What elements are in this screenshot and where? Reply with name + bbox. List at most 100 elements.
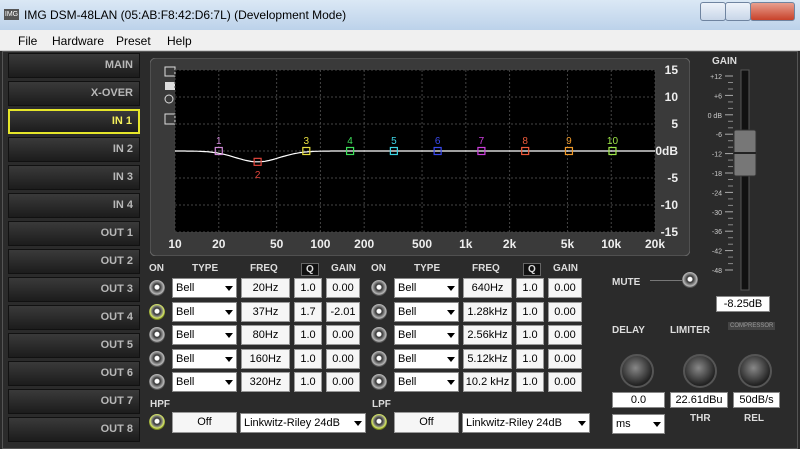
type-dropdown[interactable]: Bell xyxy=(394,349,459,369)
filter-state[interactable]: Off xyxy=(394,412,459,433)
eq-field[interactable]: 1.0 xyxy=(294,278,322,298)
nav-button[interactable]: OUT 7 xyxy=(8,389,140,414)
eq-field[interactable]: 0.00 xyxy=(326,325,360,345)
nav-button[interactable]: IN 2 xyxy=(8,137,140,162)
table-header: TYPE xyxy=(414,263,440,274)
on-button[interactable] xyxy=(371,280,387,296)
eq-field[interactable]: 1.7 xyxy=(294,302,322,322)
eq-field[interactable]: 1.0 xyxy=(516,349,544,369)
filter-state[interactable]: Off xyxy=(172,412,237,433)
eq-field[interactable]: 37Hz xyxy=(241,302,290,322)
nav-button[interactable]: X-OVER xyxy=(8,81,140,106)
release-value[interactable]: 50dB/s xyxy=(733,392,780,408)
on-button[interactable] xyxy=(371,351,387,367)
eq-field[interactable]: 1.28kHz xyxy=(463,302,512,322)
filter-type-dropdown[interactable]: Linkwitz-Riley 24dB xyxy=(240,413,366,433)
mute-button[interactable] xyxy=(682,272,698,288)
eq-field[interactable]: 20Hz xyxy=(241,278,290,298)
eq-field[interactable]: 1.0 xyxy=(294,325,322,345)
eq-field[interactable]: 640Hz xyxy=(463,278,512,298)
type-dropdown[interactable]: Bell xyxy=(394,302,459,322)
eq-field[interactable]: 0.00 xyxy=(548,349,582,369)
delay-value[interactable]: 0.0 xyxy=(612,392,665,408)
eq-field[interactable]: 10.2 kHz xyxy=(463,372,512,392)
filter-type-dropdown[interactable]: Linkwitz-Riley 24dB xyxy=(462,413,590,433)
type-dropdown[interactable]: Bell xyxy=(394,278,459,298)
minimize-button[interactable] xyxy=(700,2,726,21)
on-button[interactable] xyxy=(149,351,165,367)
eq-field[interactable]: 0.00 xyxy=(326,372,360,392)
nav-button[interactable]: IN 4 xyxy=(8,193,140,218)
eq-field[interactable]: 0.00 xyxy=(326,349,360,369)
close-button[interactable] xyxy=(750,2,795,21)
filter-on-button[interactable] xyxy=(371,414,387,430)
eq-field[interactable]: 0.00 xyxy=(548,372,582,392)
eq-field[interactable]: 1.0 xyxy=(516,372,544,392)
nav-button[interactable]: IN 3 xyxy=(8,165,140,190)
table-header: Q xyxy=(523,263,541,276)
type-dropdown[interactable]: Bell xyxy=(172,278,237,298)
eq-field[interactable]: 1.0 xyxy=(516,278,544,298)
table-header: TYPE xyxy=(192,263,218,274)
nav-button[interactable]: OUT 3 xyxy=(8,277,140,302)
eq-field[interactable]: 1.0 xyxy=(516,325,544,345)
band-label: 1 xyxy=(216,136,222,147)
compressor-label[interactable]: COMPRESSOR xyxy=(728,322,775,330)
nav-button[interactable]: OUT 8 xyxy=(8,417,140,442)
nav-button[interactable]: OUT 4 xyxy=(8,305,140,330)
eq-field[interactable]: 1.0 xyxy=(516,302,544,322)
eq-field[interactable]: 0.00 xyxy=(326,278,360,298)
menu-item[interactable]: File xyxy=(18,34,37,48)
knob[interactable] xyxy=(683,354,717,388)
delay-label: DELAY xyxy=(612,325,645,336)
mute-line xyxy=(650,280,682,281)
title-bar: IMG IMG DSM-48LAN (05:AB:F8:42:D6:7L) (D… xyxy=(0,0,800,30)
knob[interactable] xyxy=(738,354,772,388)
eq-field[interactable]: 5.12kHz xyxy=(463,349,512,369)
eq-field[interactable]: 160Hz xyxy=(241,349,290,369)
nav-button[interactable]: MAIN xyxy=(8,53,140,78)
eq-field[interactable]: 1.0 xyxy=(294,349,322,369)
table-header: GAIN xyxy=(553,263,578,274)
nav-button[interactable]: OUT 5 xyxy=(8,333,140,358)
nav-button[interactable]: OUT 2 xyxy=(8,249,140,274)
on-button[interactable] xyxy=(149,304,165,320)
table-header: FREQ xyxy=(472,263,500,274)
eq-field[interactable]: 0.00 xyxy=(548,325,582,345)
x-tick-label: 20 xyxy=(212,237,226,251)
type-dropdown[interactable]: Bell xyxy=(172,372,237,392)
meter-scale-label: -36 xyxy=(712,229,722,236)
eq-field[interactable]: 1.0 xyxy=(294,372,322,392)
on-button[interactable] xyxy=(371,304,387,320)
nav-button[interactable]: IN 1 xyxy=(8,109,140,134)
eq-field[interactable]: 80Hz xyxy=(241,325,290,345)
table-header: FREQ xyxy=(250,263,278,274)
on-button[interactable] xyxy=(149,280,165,296)
meter-scale-label: -12 xyxy=(712,152,722,159)
eq-field[interactable]: 0.00 xyxy=(548,302,582,322)
eq-field[interactable]: -2.01 xyxy=(326,302,360,322)
y-tick-label: 15 xyxy=(665,63,679,77)
type-dropdown[interactable]: Bell xyxy=(172,349,237,369)
menu-item[interactable]: Hardware xyxy=(52,34,104,48)
filter-on-button[interactable] xyxy=(149,414,165,430)
delay-unit-dropdown[interactable]: ms xyxy=(612,414,665,434)
graph-tool-icon[interactable] xyxy=(165,82,175,90)
menu-item[interactable]: Help xyxy=(167,34,192,48)
eq-field[interactable]: 0.00 xyxy=(548,278,582,298)
threshold-label: THR xyxy=(690,413,711,424)
nav-button[interactable]: OUT 1 xyxy=(8,221,140,246)
type-dropdown[interactable]: Bell xyxy=(394,372,459,392)
type-dropdown[interactable]: Bell xyxy=(394,325,459,345)
nav-button[interactable]: OUT 6 xyxy=(8,361,140,386)
eq-field[interactable]: 2.56kHz xyxy=(463,325,512,345)
menu-item[interactable]: Preset xyxy=(116,34,151,48)
type-dropdown[interactable]: Bell xyxy=(172,325,237,345)
threshold-value[interactable]: 22.61dBu xyxy=(670,392,728,408)
maximize-button[interactable] xyxy=(725,2,751,21)
filter-label: HPF xyxy=(150,399,170,410)
eq-field[interactable]: 320Hz xyxy=(241,372,290,392)
y-tick-label: -10 xyxy=(661,198,679,212)
type-dropdown[interactable]: Bell xyxy=(172,302,237,322)
knob[interactable] xyxy=(620,354,654,388)
